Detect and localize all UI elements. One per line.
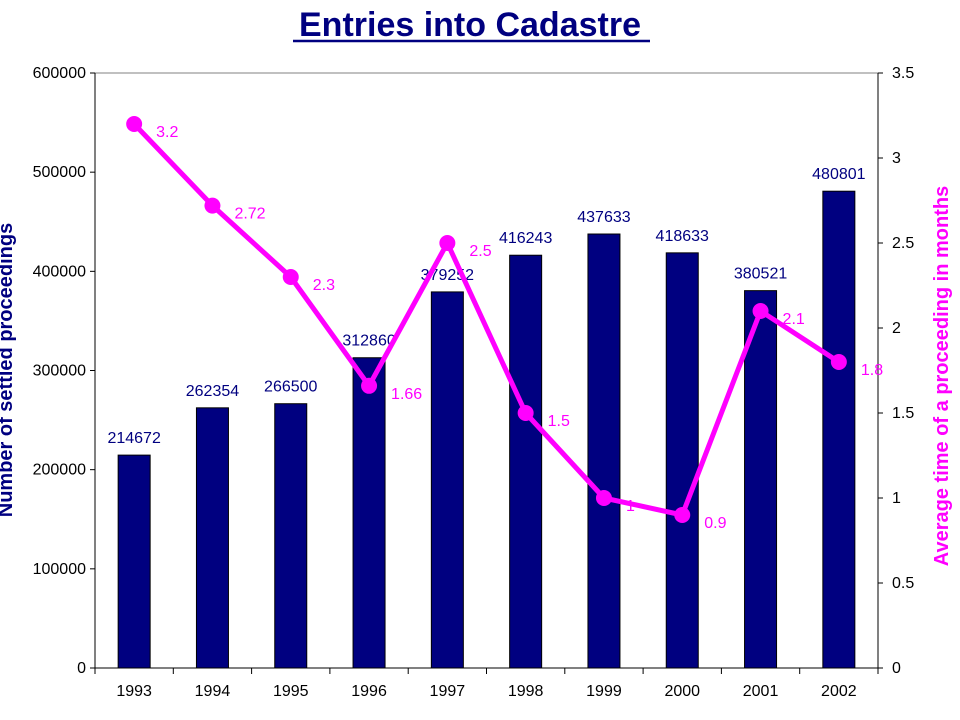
left-tick-label: 100000 xyxy=(33,561,86,578)
right-tick-label: 3.5 xyxy=(892,65,914,82)
right-tick-label: 2.5 xyxy=(892,235,914,252)
left-tick-label: 0 xyxy=(77,660,86,677)
chart-title: Entries into Cadastre xyxy=(299,6,641,44)
right-tick-label: 3 xyxy=(892,150,901,167)
x-tick-label: 2001 xyxy=(743,683,779,700)
bar xyxy=(274,403,308,669)
left-tick-label: 200000 xyxy=(33,462,86,479)
right-axis-ticks: 0 0.5 1 1.5 2 2.5 3 3.5 xyxy=(878,65,914,677)
line-point xyxy=(674,507,691,523)
x-tick-label: 1993 xyxy=(116,683,152,700)
line-point xyxy=(282,269,299,285)
right-tick-label: 0 xyxy=(892,660,901,677)
bar xyxy=(117,454,151,669)
bar xyxy=(822,190,856,669)
line-point xyxy=(126,116,143,132)
line-data-label: 1.8 xyxy=(861,362,883,379)
bar-data-label: 214672 xyxy=(107,430,160,447)
line-point xyxy=(595,490,612,506)
bar-data-label: 266500 xyxy=(264,379,317,396)
line-point xyxy=(752,303,769,319)
x-axis-ticks: 1993 1994 1995 1996 1997 1998 1999 2000 2001 2002 xyxy=(94,668,879,700)
bar-data-label: 418633 xyxy=(656,228,709,245)
bar-data-label: 312860 xyxy=(342,333,395,350)
y-axis-label-left: Number of settled proceedings xyxy=(0,223,17,518)
bar-data-label: 380521 xyxy=(734,266,787,283)
bar xyxy=(195,407,229,669)
y-axis-label-right: Average time of a proceeding in months xyxy=(931,186,953,566)
line-point xyxy=(361,377,378,394)
bar xyxy=(509,254,543,669)
bar xyxy=(744,290,778,669)
line-data-label: 2.1 xyxy=(783,311,805,328)
line-point xyxy=(830,354,847,370)
line-point xyxy=(439,235,456,251)
x-tick-label: 1998 xyxy=(508,683,544,700)
left-axis-ticks: 0 100000 200000 300000 400000 500000 600000 xyxy=(33,65,95,677)
line-data-label: 1.5 xyxy=(548,413,570,430)
bar-data-label: 262354 xyxy=(186,383,239,400)
x-tick-label: 1996 xyxy=(351,683,387,700)
line-data-label: 2.72 xyxy=(234,206,265,223)
line-data-label: 0.9 xyxy=(704,515,726,532)
x-tick-label: 1999 xyxy=(586,683,622,700)
line-point xyxy=(517,405,534,421)
bar xyxy=(587,233,621,669)
x-tick-label: 2002 xyxy=(821,683,857,700)
line-data-label: 3.2 xyxy=(156,124,178,141)
line-data-label: 2.3 xyxy=(313,277,335,294)
bar xyxy=(665,252,699,669)
line-point xyxy=(204,197,221,214)
left-tick-label: 500000 xyxy=(33,164,86,181)
bar-data-label: 480801 xyxy=(812,166,865,183)
x-tick-label: 1997 xyxy=(430,683,466,700)
x-tick-label: 1994 xyxy=(195,683,231,700)
bar-series xyxy=(117,190,856,669)
right-tick-label: 1 xyxy=(892,490,901,507)
bar-data-label: 416243 xyxy=(499,230,552,247)
bar xyxy=(430,291,464,669)
line-data-label: 2.5 xyxy=(469,243,491,260)
x-tick-label: 1995 xyxy=(273,683,309,700)
x-tick-label: 2000 xyxy=(664,683,700,700)
line-data-label: 1.66 xyxy=(391,386,422,403)
bar xyxy=(352,357,386,669)
left-tick-label: 600000 xyxy=(33,65,86,82)
right-tick-label: 1.5 xyxy=(892,405,914,422)
line-data-labels: 3.2 2.72 2.3 1.66 2.5 1.5 1 0.9 2.1 1.8 xyxy=(156,124,883,532)
right-tick-label: 2 xyxy=(892,320,901,337)
bar-data-label: 437633 xyxy=(577,209,630,226)
line-path xyxy=(132,122,841,518)
left-tick-label: 400000 xyxy=(33,263,86,280)
right-tick-label: 0.5 xyxy=(892,575,914,592)
line-data-label: 1 xyxy=(626,498,635,515)
left-tick-label: 300000 xyxy=(33,363,86,380)
line-series xyxy=(126,116,847,523)
